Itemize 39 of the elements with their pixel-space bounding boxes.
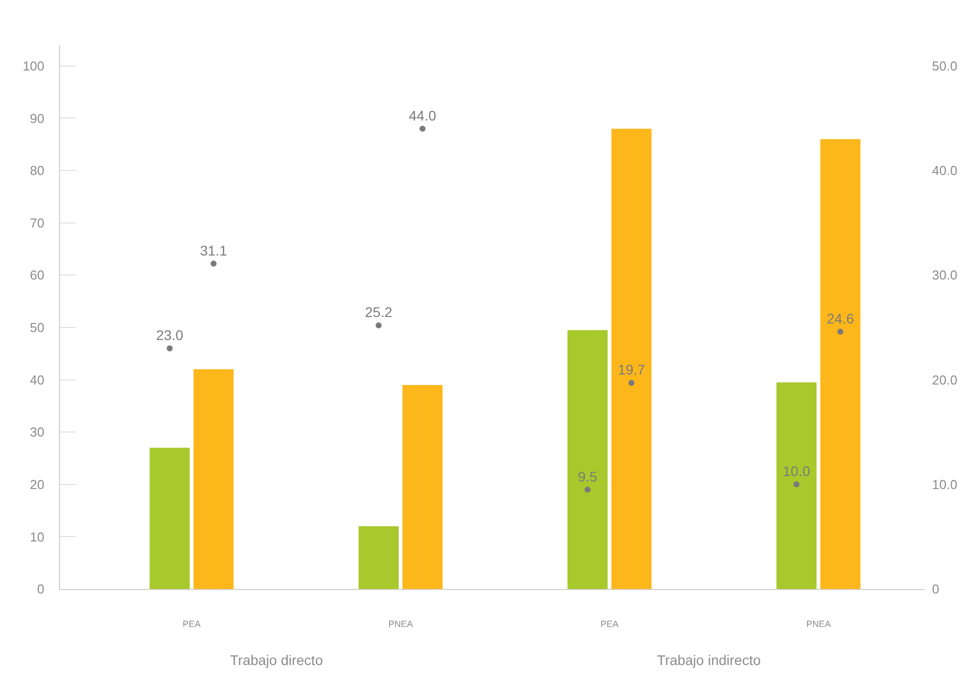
y-tick-label: 10: [30, 529, 44, 544]
y-tick-label: 0: [37, 582, 44, 597]
data-label: 24.6: [826, 310, 854, 326]
y-tick-label: 70: [30, 215, 44, 230]
text: Trabajo indirecto: [657, 652, 761, 668]
x-tick-label: PEA: [600, 618, 619, 629]
bar: [194, 369, 234, 589]
y-tick-label: 50: [30, 320, 44, 336]
y-tick-label: 100: [22, 58, 44, 74]
data-label: 23.0: [156, 327, 184, 344]
y-tick-label: 20: [30, 476, 44, 492]
data-label: 10.0: [782, 463, 810, 480]
y-tick-label: 90: [30, 110, 44, 126]
x-tick-label: PNEA: [388, 618, 413, 629]
bar: [358, 526, 399, 589]
y2-tick-label: 30.0: [932, 268, 958, 283]
bar: [820, 139, 860, 589]
y2-tick-label: 10.0: [932, 476, 958, 492]
bar: [402, 385, 443, 589]
bar: [150, 448, 190, 589]
bar: [776, 382, 817, 589]
y-tick-label: 60: [30, 268, 44, 283]
data-label: 44.0: [408, 107, 436, 124]
x-tick-label: PNEA: [806, 618, 831, 629]
y2-tick-label: 0: [932, 582, 940, 597]
y-tick-label: 40: [30, 372, 44, 388]
y2-tick-label: 40.0: [932, 163, 958, 178]
data-label: 31.1: [200, 242, 228, 258]
y-tick-label: 80: [30, 163, 44, 178]
data-label: 25.2: [365, 304, 392, 320]
bar: [568, 330, 608, 589]
y2-tick-label: 20.0: [932, 372, 958, 388]
text: Trabajo directo: [230, 652, 324, 668]
y-tick-label: 30: [30, 424, 44, 440]
x-tick-label: PEA: [182, 618, 201, 629]
data-label: 9.5: [578, 468, 598, 484]
bar: [611, 128, 652, 589]
y2-tick-label: 50.0: [932, 58, 958, 74]
data-label: 19.7: [618, 362, 646, 378]
